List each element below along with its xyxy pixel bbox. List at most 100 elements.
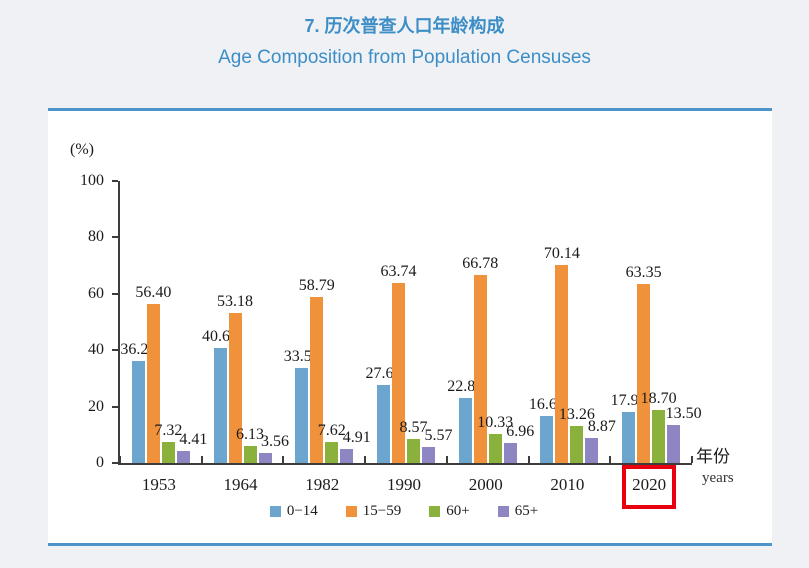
x-category-label-1982: 1982 xyxy=(305,475,340,494)
legend-swatch-15-59 xyxy=(345,506,357,517)
bar-group-1964: 40.69 53.18 6.13 3.56 xyxy=(202,181,289,463)
x-tick xyxy=(282,456,285,463)
bar-value-label: 6.13 xyxy=(236,425,265,443)
bar-value-label: 58.79 xyxy=(298,277,335,295)
legend-item-60+: 60+ xyxy=(429,503,470,519)
bar-60+-1964: 6.13 xyxy=(236,426,264,463)
x-tick xyxy=(691,456,693,463)
x-category-label-2000: 2000 xyxy=(468,475,503,494)
y-tick-0 xyxy=(112,462,118,464)
bar-group-1982: 33.59 58.79 7.62 4.91 xyxy=(283,181,371,463)
bar-group-2010: 16.60 70.14 13.26 8.87 xyxy=(529,181,616,463)
bar-60+-2010: 13.26 xyxy=(559,406,595,463)
x-axis-title-zh: 年份 xyxy=(696,447,730,466)
y-tick-label-20: 20 xyxy=(88,397,104,415)
x-tick xyxy=(445,456,448,463)
y-tick-100 xyxy=(112,180,118,182)
bar-65+-1982: 4.91 xyxy=(340,429,371,463)
x-tick xyxy=(527,456,530,463)
bar-65+-2010: 8.87 xyxy=(585,418,616,463)
x-tick xyxy=(364,456,367,463)
x-axis-title-en: years xyxy=(702,470,734,486)
x-category-label-1990: 1990 xyxy=(386,475,421,494)
bar-group-1990: 27.69 63.74 8.57 5.57 xyxy=(365,181,452,463)
chart-panel: (%) 0 20 40 60 80 100 36.28 56.40 7.32 4.41 40.69 5… xyxy=(48,108,772,546)
y-tick-20 xyxy=(112,405,118,408)
bar-15-59-1953: 56.40 xyxy=(135,284,171,463)
bar-group-1953: 36.28 56.40 7.32 4.41 xyxy=(120,181,207,463)
bar-60+-2000: 10.33 xyxy=(477,414,513,463)
bar-65+-1953: 4.41 xyxy=(176,431,207,463)
bar-60+-1990: 8.57 xyxy=(399,419,427,463)
chart-header: 7. 历次普查人口年龄构成 Age Composition from Popul… xyxy=(0,14,809,70)
bar-value-label: 6.96 xyxy=(506,423,535,441)
y-tick-label-80: 80 xyxy=(88,228,104,246)
y-axis-unit-label: (%) xyxy=(70,141,94,158)
bar-0-14-1953: 36.28 xyxy=(120,341,156,463)
legend-label: 65+ xyxy=(514,503,539,519)
legend: 0−14 15−59 60+ 65+ xyxy=(118,504,690,519)
legend-label: 15−59 xyxy=(362,503,402,519)
legend-item-15-59: 15−59 xyxy=(345,503,402,519)
bar-value-label: 3.56 xyxy=(261,432,290,450)
bar-value-label: 63.35 xyxy=(625,264,662,282)
bar-value-label: 5.57 xyxy=(424,427,453,445)
bar-value-label: 53.18 xyxy=(217,293,254,311)
x-category-label-1964: 1964 xyxy=(223,475,258,494)
plot-area: 0 20 40 60 80 100 36.28 56.40 7.32 4.41 40.69 53.18… xyxy=(80,172,702,471)
y-tick-label-60: 60 xyxy=(88,284,104,302)
bar-value-label: 18.70 xyxy=(640,390,677,408)
bar-value-label: 66.78 xyxy=(462,254,499,272)
bar-value-label: 4.91 xyxy=(342,429,371,447)
bar-15-59-2020: 63.35 xyxy=(626,264,662,463)
x-tick xyxy=(609,456,612,463)
bar-0-14-2020: 17.95 xyxy=(611,392,647,463)
y-tick-60 xyxy=(112,292,118,295)
x-tick xyxy=(200,456,203,463)
bar-15-59-1964: 53.18 xyxy=(217,293,253,463)
bar-15-59-2010: 70.14 xyxy=(544,245,580,463)
bar-value-label: 70.14 xyxy=(543,245,580,263)
y-tick-label-100: 100 xyxy=(80,172,104,189)
bar-15-59-1990: 63.74 xyxy=(380,263,416,463)
bar-value-label: 10.33 xyxy=(477,413,514,431)
bar-value-label: 7.62 xyxy=(317,421,346,439)
x-category-label-2020: 2020 xyxy=(632,475,667,494)
bar-value-label: 56.40 xyxy=(135,283,172,301)
chart-title-zh: 7. 历次普查人口年龄构成 xyxy=(304,16,505,36)
bar-value-label: 4.41 xyxy=(179,430,208,448)
bar-15-59-2000: 66.78 xyxy=(462,255,498,463)
legend-label: 60+ xyxy=(446,503,470,519)
x-category-label-1953: 1953 xyxy=(141,475,176,494)
x-category-label-2010: 2010 xyxy=(550,475,585,494)
bar-65+-2000: 6.96 xyxy=(503,423,534,463)
chart-title-en: Age Composition from Population Censuses xyxy=(218,47,591,68)
bar-0-14-1964: 40.69 xyxy=(202,328,238,463)
bar-60+-2020: 18.70 xyxy=(641,390,677,463)
bar-value-label: 63.74 xyxy=(380,263,417,281)
bar-0-14-2000: 22.89 xyxy=(447,378,483,463)
y-tick-80 xyxy=(112,236,118,239)
bar-60+-1953: 7.32 xyxy=(154,422,182,463)
legend-swatch-60+ xyxy=(429,506,441,517)
legend-item-0-14: 0−14 xyxy=(269,504,318,519)
legend-swatch-65+ xyxy=(497,506,509,517)
bar-value-label: 13.50 xyxy=(665,404,702,422)
highlight-box xyxy=(622,465,677,509)
bar-value-label: 13.26 xyxy=(558,405,595,423)
bar-15-59-1982: 58.79 xyxy=(299,277,335,463)
legend-item-65+: 65+ xyxy=(497,503,539,519)
bar-value-label: 8.57 xyxy=(399,418,428,436)
bar-value-label: 7.32 xyxy=(154,422,183,440)
y-tick-40 xyxy=(112,349,118,352)
bar-0-14-1982: 33.59 xyxy=(284,348,320,463)
bar-value-label: 8.87 xyxy=(587,418,616,435)
bar-0-14-1990: 27.69 xyxy=(365,365,401,463)
bar-0-14-2010: 16.60 xyxy=(529,396,565,463)
bar-group-2000: 22.89 66.78 10.33 6.96 xyxy=(447,181,534,463)
y-tick-label-0: 0 xyxy=(96,454,104,471)
bar-65+-1964: 3.56 xyxy=(258,433,289,463)
bar-65+-1990: 5.57 xyxy=(421,427,452,463)
bar-60+-1982: 7.62 xyxy=(318,422,346,463)
